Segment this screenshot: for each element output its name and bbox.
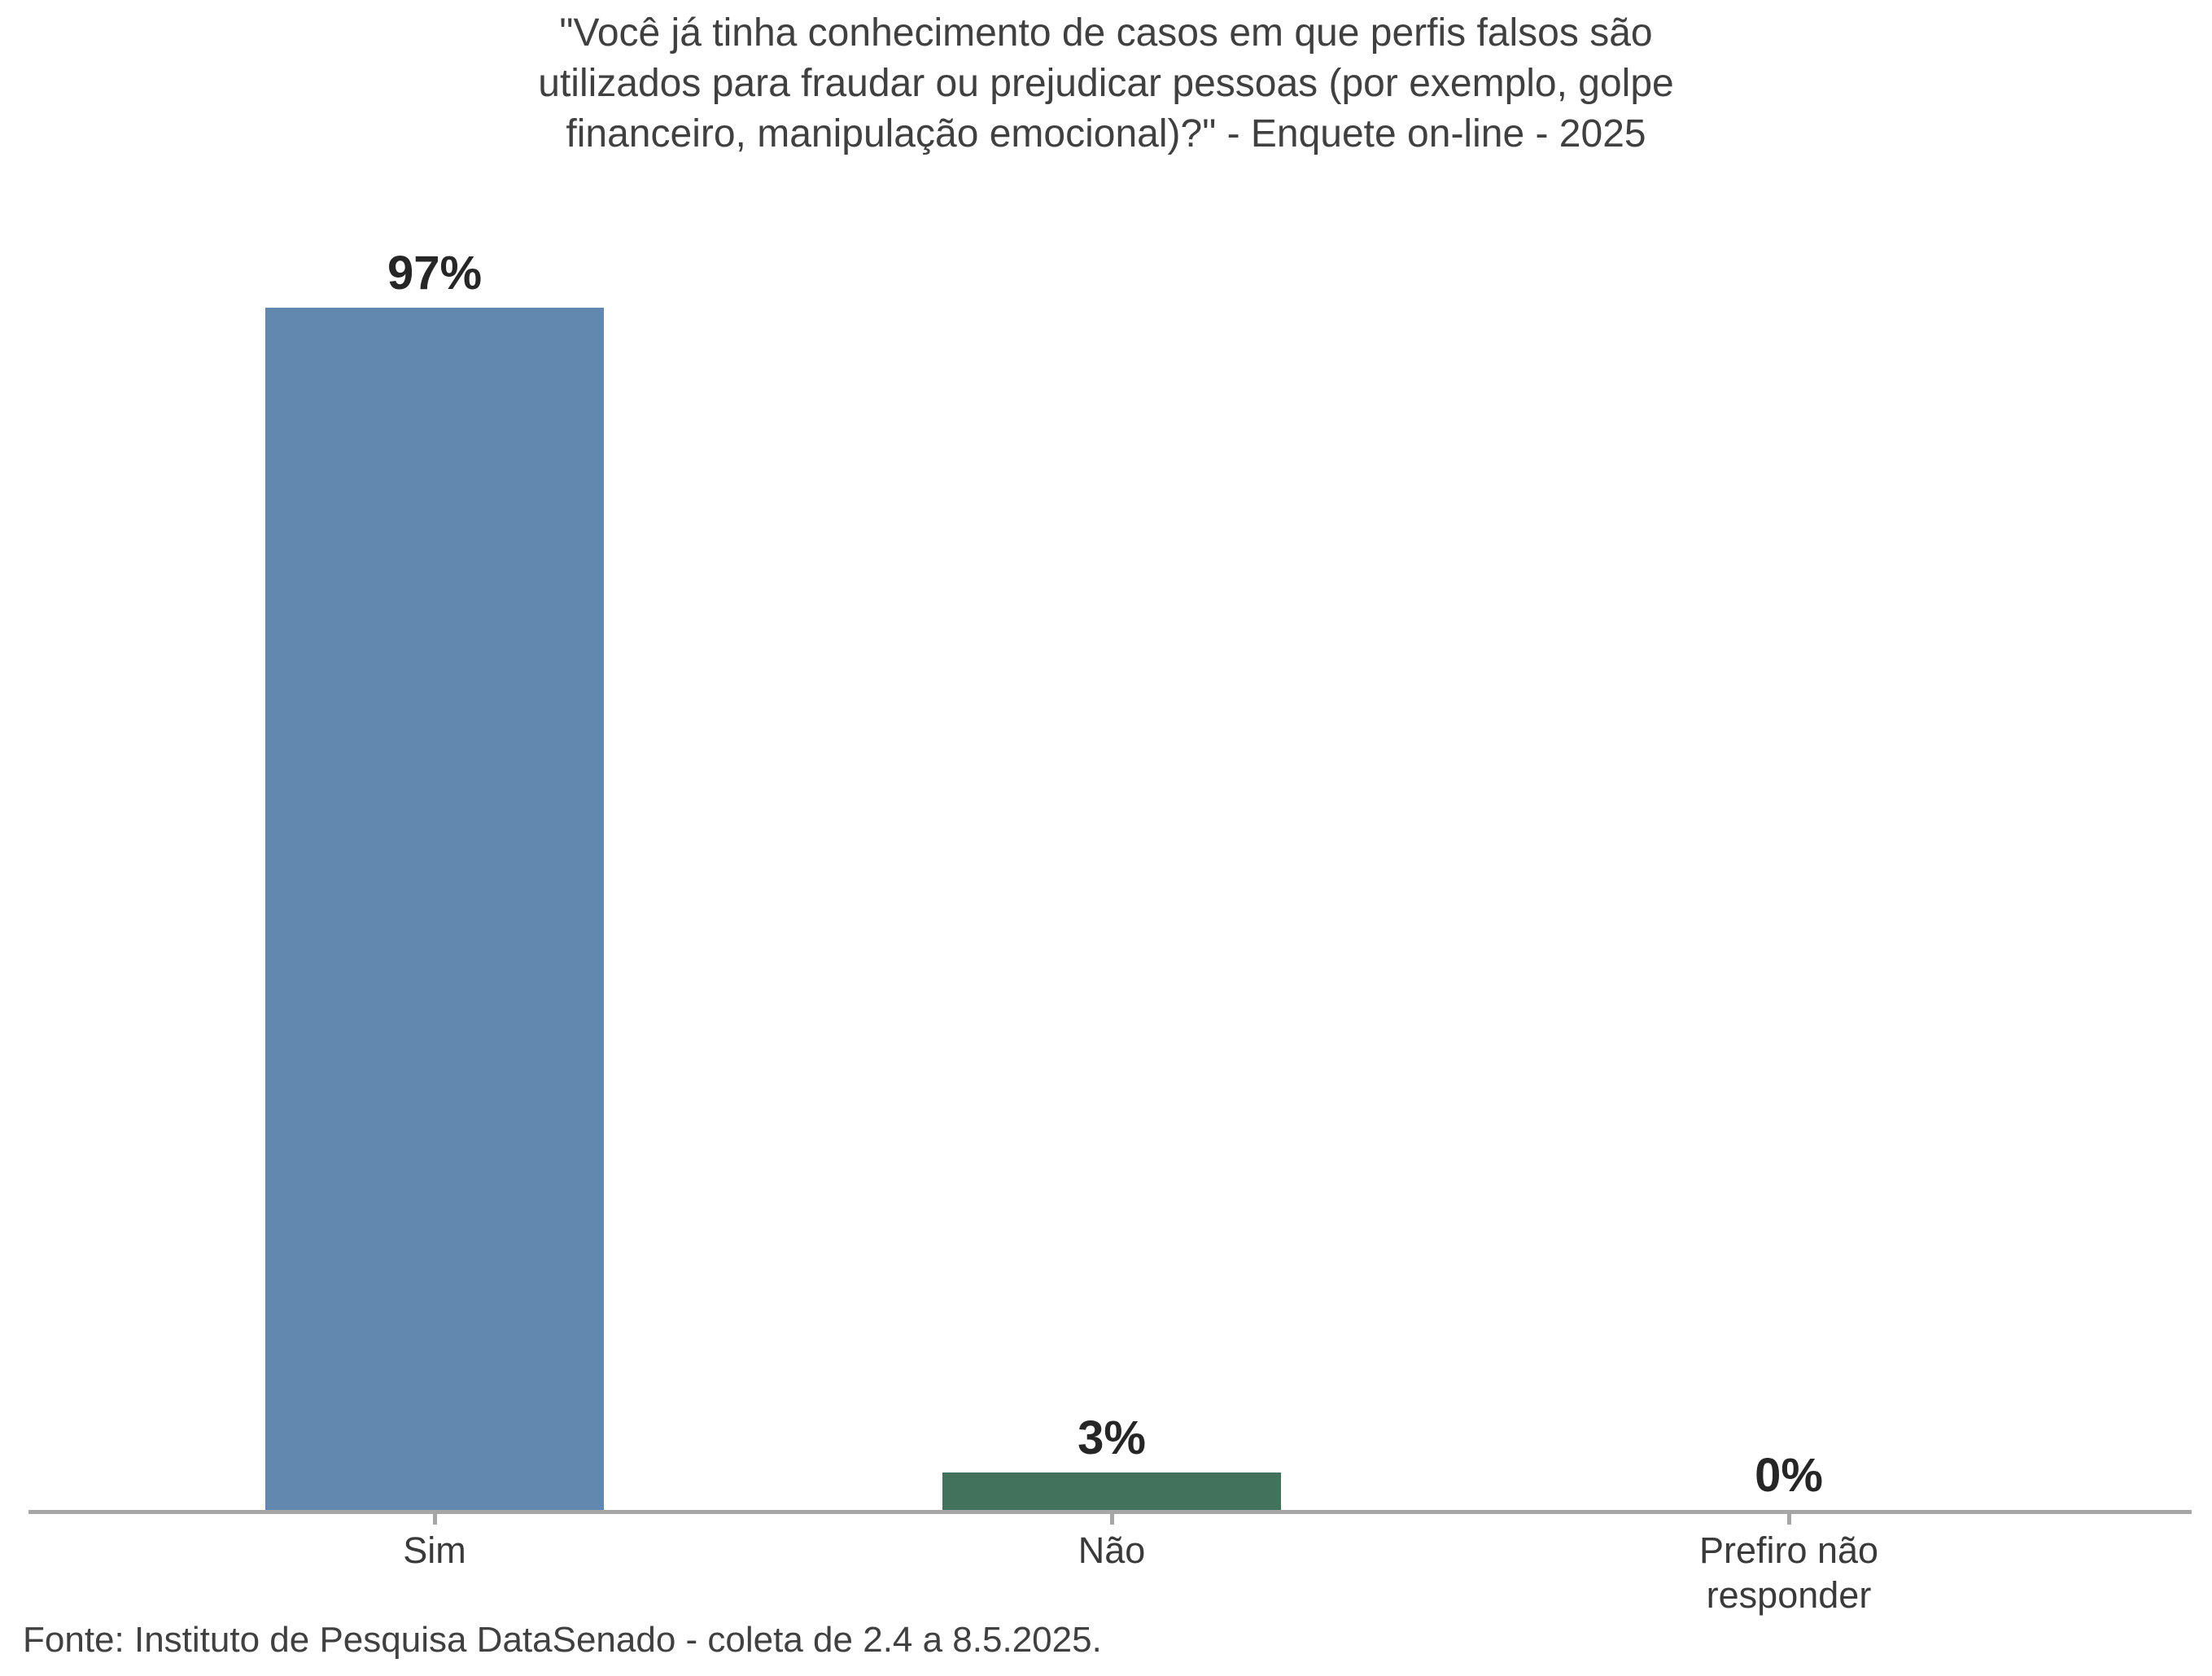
- axis-tick: [1787, 1514, 1791, 1525]
- bar-value-label: 0%: [1755, 1449, 1823, 1502]
- x-axis-category-label: Sim: [403, 1529, 466, 1571]
- x-axis-category-label: Prefiro não responder: [1698, 1529, 1879, 1616]
- bar-nao: [942, 1473, 1281, 1510]
- x-axis-category-label: Não: [1078, 1529, 1146, 1571]
- source-note: Fonte: Instituto de Pesquisa DataSenado …: [23, 1620, 1102, 1660]
- chart-title: "Você já tinha conhecimento de casos em …: [538, 11, 1674, 155]
- x-axis-line: [28, 1510, 2192, 1514]
- bar-value-label: 3%: [1078, 1411, 1146, 1464]
- axis-tick: [433, 1514, 437, 1525]
- bar-sim: [265, 308, 604, 1510]
- axis-tick: [1110, 1514, 1114, 1525]
- bar-value-label: 97%: [387, 247, 483, 300]
